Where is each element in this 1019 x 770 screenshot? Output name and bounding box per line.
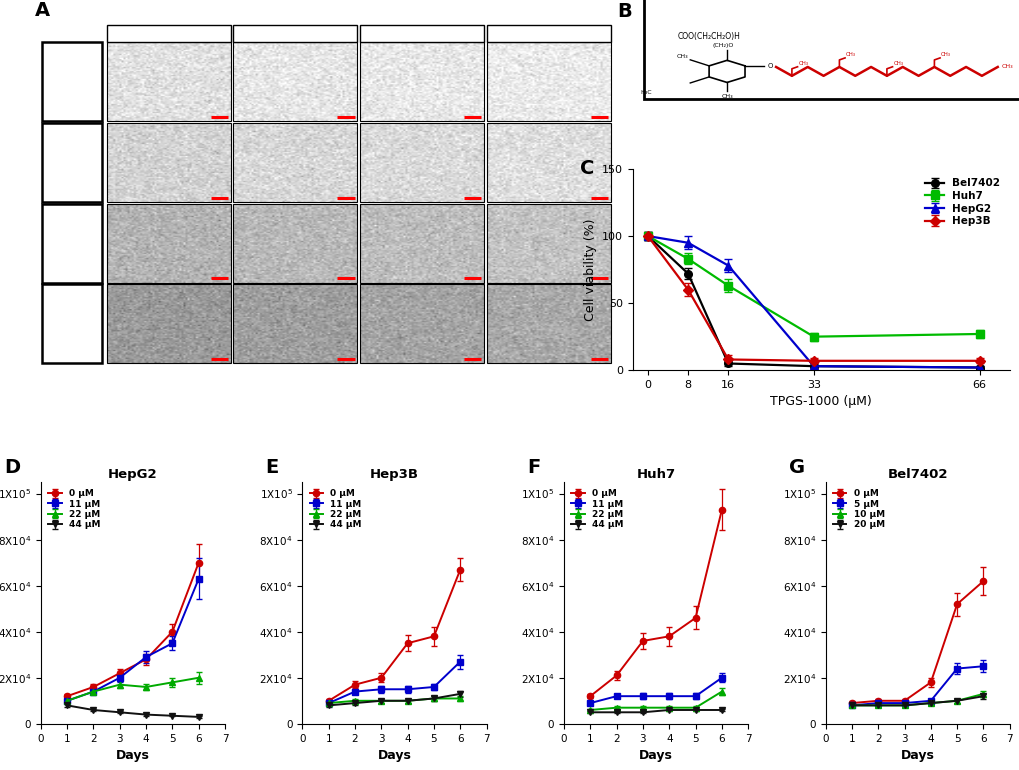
FancyBboxPatch shape: [233, 25, 357, 42]
Text: E: E: [265, 458, 278, 477]
Title: Hep3B: Hep3B: [370, 468, 419, 481]
Title: HepG2: HepG2: [108, 468, 158, 481]
FancyBboxPatch shape: [42, 123, 102, 202]
Text: CH₃: CH₃: [846, 52, 856, 57]
FancyBboxPatch shape: [42, 203, 102, 283]
Text: G: G: [788, 458, 804, 477]
Text: Control: Control: [145, 26, 193, 39]
Text: Hep3B: Hep3B: [53, 77, 94, 87]
X-axis label: Days: Days: [377, 749, 411, 762]
Y-axis label: Cell viability (%): Cell viability (%): [583, 219, 596, 321]
FancyBboxPatch shape: [107, 25, 230, 42]
Text: 44 μM: 44 μM: [528, 26, 569, 39]
Text: CH₃: CH₃: [893, 61, 903, 66]
Text: Huh7: Huh7: [57, 157, 90, 167]
Text: D: D: [4, 458, 20, 477]
X-axis label: Days: Days: [639, 749, 673, 762]
Legend: 0 μM, 5 μM, 10 μM, 20 μM: 0 μM, 5 μM, 10 μM, 20 μM: [829, 487, 887, 532]
Title: Bel7402: Bel7402: [887, 468, 947, 481]
Legend: 0 μM, 11 μM, 22 μM, 44 μM: 0 μM, 11 μM, 22 μM, 44 μM: [307, 487, 364, 532]
Text: COO(CH₂CH₂O)H: COO(CH₂CH₂O)H: [678, 32, 740, 41]
Text: H₃C: H₃C: [640, 90, 651, 95]
Text: (CH₂)O: (CH₂)O: [712, 43, 734, 49]
Legend: Bel7402, Huh7, HepG2, Hep3B: Bel7402, Huh7, HepG2, Hep3B: [920, 174, 1004, 230]
X-axis label: Days: Days: [116, 749, 150, 762]
X-axis label: TPGS-1000 (μM): TPGS-1000 (μM): [769, 396, 871, 408]
Text: CH₃: CH₃: [941, 52, 951, 57]
FancyBboxPatch shape: [643, 0, 1019, 99]
Text: CH₃: CH₃: [676, 54, 688, 59]
FancyBboxPatch shape: [42, 42, 102, 121]
Text: 22 μM: 22 μM: [401, 26, 442, 39]
Text: A: A: [35, 1, 50, 19]
FancyBboxPatch shape: [42, 284, 102, 363]
Title: Huh7: Huh7: [636, 468, 675, 481]
Text: C: C: [580, 159, 594, 178]
Text: B: B: [618, 2, 632, 21]
FancyBboxPatch shape: [360, 25, 484, 42]
Text: O: O: [767, 63, 772, 69]
Text: Bel7402: Bel7402: [68, 299, 78, 349]
Legend: 0 μM, 11 μM, 22 μM, 44 μM: 0 μM, 11 μM, 22 μM, 44 μM: [568, 487, 626, 532]
Text: HepG2: HepG2: [53, 238, 95, 248]
Text: F: F: [527, 458, 540, 477]
Text: CH₃: CH₃: [1001, 65, 1012, 69]
Text: CH₃: CH₃: [720, 93, 733, 99]
X-axis label: Days: Days: [900, 749, 933, 762]
Legend: 0 μM, 11 μM, 22 μM, 44 μM: 0 μM, 11 μM, 22 μM, 44 μM: [45, 487, 103, 532]
FancyBboxPatch shape: [486, 25, 610, 42]
Text: CH₃: CH₃: [798, 61, 808, 66]
Text: 11 μM: 11 μM: [275, 26, 316, 39]
